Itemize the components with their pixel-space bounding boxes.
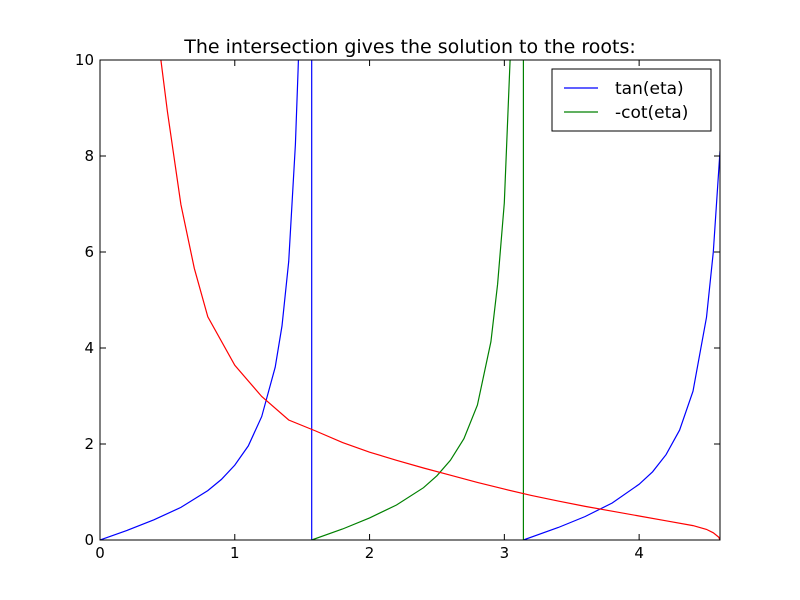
legend-label: tan(eta)	[615, 79, 684, 99]
x-tick-label: 3	[500, 544, 510, 562]
plot-frame	[99, 59, 721, 541]
y-tick-label: 0	[84, 531, 94, 549]
legend-label: -cot(eta)	[615, 103, 688, 123]
series-line-tan-eta-segment-2	[523, 151, 720, 540]
legend-box	[551, 68, 712, 132]
y-tick-label: 6	[84, 243, 94, 261]
y-tick-label: 8	[84, 147, 94, 165]
series-layer	[100, 60, 720, 540]
y-tick-label: 2	[84, 435, 94, 453]
series-line-cot-eta-segment-0	[311, 60, 511, 540]
y-tick-label: 10	[75, 51, 94, 69]
x-tick-label: 0	[95, 544, 105, 562]
x-tick-label: 2	[365, 544, 375, 562]
legend: tan(eta) -cot(eta)	[551, 68, 712, 132]
tick-layer: 0 1 2 3 4 0 2 4 6 8 10	[75, 51, 720, 562]
x-tick-label: 1	[230, 544, 240, 562]
series-line-unlabeled-2-segment-0	[160, 60, 720, 540]
series-line-tan-eta-segment-0	[100, 60, 299, 540]
chart-title: The intersection gives the solution to t…	[183, 36, 636, 58]
y-tick-label: 4	[84, 339, 94, 357]
x-tick-label: 4	[634, 544, 644, 562]
